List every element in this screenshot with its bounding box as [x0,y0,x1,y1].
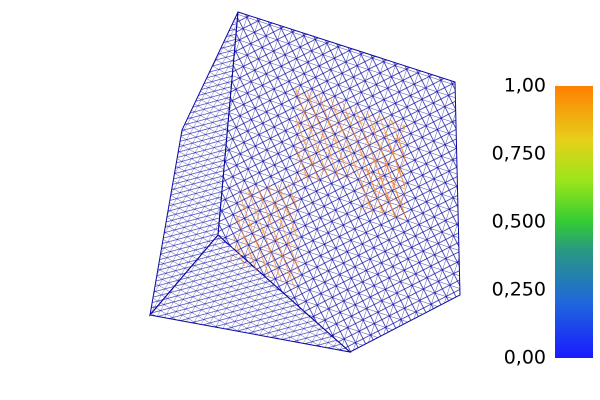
mesh-bottom-face [149,234,352,353]
colorbar-tick-label: 0,750 [492,143,546,165]
colorbar-tick-label: 0,00 [504,347,546,369]
mesh [149,11,461,353]
colorbar: 0,00 0,250 0,500 0,750 1,00 [492,75,593,369]
colorbar-tick-label: 0,250 [492,279,546,301]
inner-cube [230,85,405,290]
inner-cube-side [360,125,405,220]
colorbar-tick-label: 0,500 [492,211,546,233]
colorbar-tick-label: 1,00 [504,75,546,97]
colorbar-gradient [555,86,593,358]
